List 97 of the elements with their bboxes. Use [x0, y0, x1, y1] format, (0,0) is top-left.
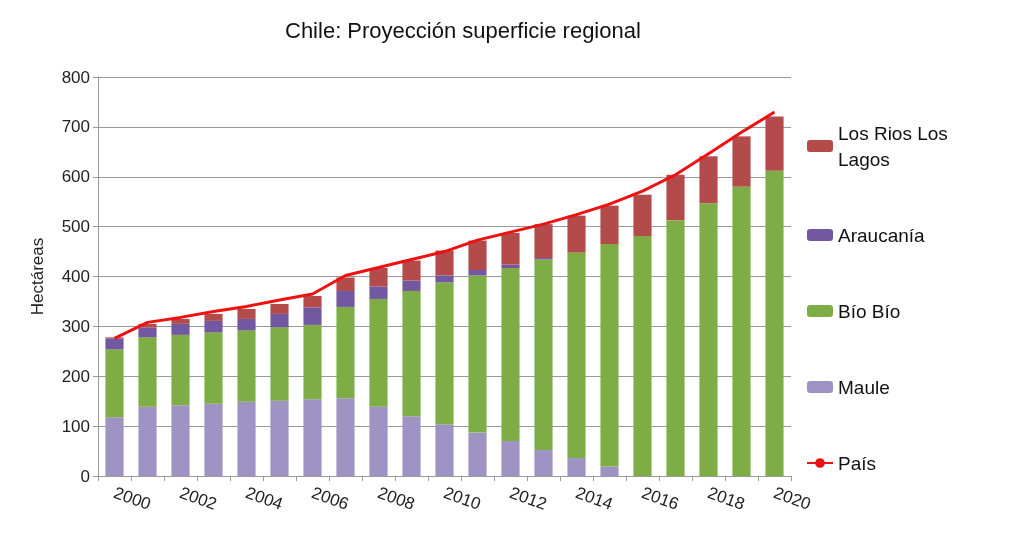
bar	[138, 406, 157, 476]
bar	[600, 466, 619, 476]
bar	[369, 286, 388, 299]
bar	[138, 327, 157, 338]
bar	[534, 259, 553, 451]
bar	[435, 282, 454, 425]
bar	[303, 295, 322, 308]
x-tick-label: 2002	[177, 483, 220, 514]
x-tick-label: 2018	[705, 483, 748, 514]
bar	[270, 313, 289, 328]
y-tick-label: 800	[61, 67, 90, 87]
bar	[501, 441, 520, 476]
legend-label: Bío Bío	[838, 300, 901, 322]
x-tick-label: 2010	[441, 483, 484, 514]
bar	[468, 240, 487, 271]
bar	[105, 417, 124, 476]
bar	[369, 298, 388, 407]
bar	[204, 332, 223, 404]
x-tick-label: 2012	[507, 483, 550, 514]
legend-label: Los Rios Los Lagos	[838, 122, 954, 170]
x-tick-label: 2016	[639, 483, 682, 514]
bar	[699, 203, 718, 476]
x-tick-label: 2000	[111, 483, 154, 514]
bar	[369, 268, 388, 287]
y-tick-label: 0	[80, 466, 90, 486]
bar	[303, 399, 322, 476]
bar	[534, 224, 553, 259]
bar	[633, 194, 652, 237]
bar	[402, 280, 421, 291]
bar	[435, 250, 454, 276]
bar	[699, 156, 718, 204]
y-tick-label: 500	[61, 217, 90, 237]
bar	[468, 432, 487, 476]
legend-label: Maule	[838, 376, 890, 398]
bar	[765, 170, 784, 476]
bar	[468, 275, 487, 433]
bar	[138, 337, 157, 407]
bar	[501, 268, 520, 442]
bar	[501, 233, 520, 265]
y-tick-label: 200	[61, 366, 90, 386]
bar	[468, 270, 487, 276]
bar	[435, 424, 454, 476]
bar	[303, 324, 322, 400]
bar	[204, 403, 223, 476]
bar	[732, 186, 751, 476]
bar	[336, 290, 355, 307]
x-tick-label: 2014	[573, 483, 616, 514]
y-tick-label: 600	[61, 167, 90, 187]
bar	[336, 398, 355, 476]
bar	[270, 400, 289, 476]
y-tick-label: 400	[61, 267, 90, 286]
y-tick-label: 300	[61, 316, 90, 336]
y-tick-label: 100	[61, 416, 90, 436]
bar	[567, 458, 586, 476]
bar	[501, 264, 520, 269]
y-axis-title: Hectáreas	[28, 237, 47, 316]
chart-title: Chile: Proyección superficie regional	[285, 17, 641, 43]
bar	[204, 320, 223, 333]
bar	[402, 290, 421, 417]
bar	[336, 306, 355, 399]
line-series	[113, 110, 776, 340]
bar	[237, 318, 256, 331]
bar	[237, 330, 256, 402]
bar	[765, 116, 784, 171]
bar	[369, 406, 388, 476]
bar	[237, 401, 256, 476]
bar	[732, 136, 751, 187]
bar	[567, 215, 586, 253]
bar	[402, 260, 421, 281]
x-tick-label: 2004	[243, 483, 286, 514]
bar	[171, 405, 190, 476]
bar	[171, 318, 190, 324]
bar	[666, 220, 685, 476]
bar	[567, 252, 586, 459]
bar	[435, 275, 454, 283]
x-tick-label: 2006	[309, 483, 352, 514]
legend-label: País	[838, 452, 877, 474]
bar	[666, 174, 685, 221]
bar	[303, 307, 322, 325]
bar	[633, 236, 652, 476]
x-tick-label: 2008	[375, 483, 418, 514]
bar	[534, 450, 553, 476]
legend-label: Araucanía	[838, 224, 926, 246]
bar	[600, 205, 619, 245]
bar	[402, 416, 421, 476]
bar	[270, 327, 289, 401]
bar	[237, 308, 256, 319]
bar	[105, 338, 124, 350]
y-tick-label: 700	[61, 117, 90, 137]
bar	[270, 303, 289, 314]
bar	[105, 349, 124, 418]
bar	[600, 244, 619, 467]
bar	[204, 313, 223, 321]
bar	[171, 323, 190, 335]
bar	[171, 334, 190, 406]
bar	[336, 277, 355, 291]
x-tick-label: 2020	[771, 483, 814, 514]
